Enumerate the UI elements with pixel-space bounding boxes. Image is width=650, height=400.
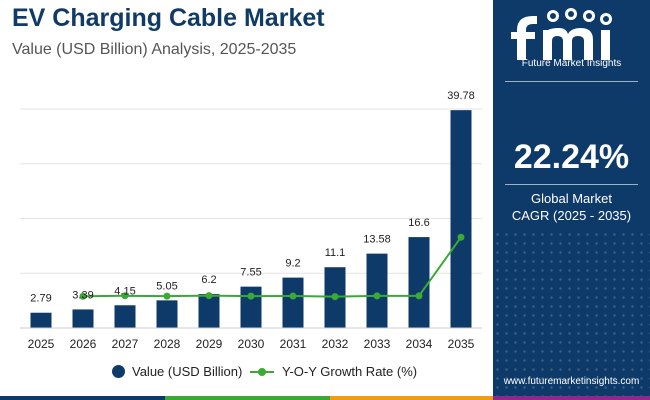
x-tick-label: 2030 [238,337,265,351]
bar [408,237,430,328]
bar-value-label: 4.15 [114,285,135,297]
growth-point [415,292,423,300]
panel-divider-top [505,81,638,82]
x-tick-label: 2029 [196,337,223,351]
growth-point [205,292,213,300]
bar-value-label: 9.2 [285,258,300,270]
x-tick-label: 2027 [112,337,139,351]
x-tick-label: 2028 [154,337,181,351]
bar-value-label: 13.58 [363,234,391,246]
bar [450,110,472,329]
bar-value-label: 7.55 [240,267,261,279]
panel-texture [493,230,650,400]
x-tick-label: 2034 [406,337,433,351]
growth-line [82,236,462,298]
cagr-label: Global Market CAGR (2025 - 2035) [493,190,650,224]
fmi-logo [511,8,612,60]
legend-growth-swatch [250,367,274,376]
bar [156,300,178,328]
bottom-bar-segment [330,396,493,400]
bottom-color-bar [0,396,650,400]
cagr-value: 22.24% [513,138,630,176]
chart: 2.79 3.39 4.15 5.05 6.2 7.55 9.2 11.1 13.58 16.6 3… [20,90,482,351]
bar-value-label: 39.78 [447,90,475,102]
bar [72,309,94,328]
cagr-label-line1: Global Market [531,191,612,206]
bar [366,253,388,328]
x-tick-label: 2025 [28,337,55,351]
bar [114,305,136,328]
logo-subtext: Future Market Insights [521,58,622,69]
growth-point [79,292,87,300]
growth-point [289,292,297,300]
bar-value-label: 6.2 [201,274,216,286]
chart-title: EV Charging Cable Market [12,4,325,32]
bar [282,277,304,328]
x-tick-label: 2035 [448,337,475,351]
bar [30,312,52,328]
bottom-bar-segment [0,396,165,400]
growth-point [331,293,339,301]
growth-point [247,292,255,300]
sidebar-panel: Future Market Insights 22.24% Global Mar… [493,0,650,400]
x-tick-label: 2031 [280,337,307,351]
bar-value-label: 16.6 [408,217,429,229]
legend-value: Value (USD Billion) [112,364,242,379]
bottom-bar-segment [493,396,650,400]
growth-point [121,292,129,300]
bar-value-label: 11.1 [325,247,346,259]
bar-value-label: 2.79 [30,293,51,305]
growth-point [163,292,171,300]
bar-value-label: 5.05 [156,280,177,292]
panel-divider-mid [505,184,638,185]
chart-subtitle: Value (USD Billion) Analysis, 2025-2035 [12,41,297,58]
growth-point [457,233,465,241]
website-url[interactable]: www.futuremarketinsights.com [503,376,640,387]
legend-value-swatch [112,365,125,378]
cagr-label-line2: CAGR (2025 - 2035) [511,208,632,223]
bar-value-label: 3.39 [72,289,93,301]
x-tick-label: 2032 [322,337,349,351]
legend-growth-label: Y-O-Y Growth Rate (%) [282,364,418,379]
legend-growth: Y-O-Y Growth Rate (%) [250,364,417,379]
bottom-bar-segment [165,396,330,400]
x-tick-label: 2026 [70,337,97,351]
x-tick-label: 2033 [364,337,391,351]
legend-value-label: Value (USD Billion) [132,364,243,379]
growth-point [373,292,381,300]
bar [198,294,220,328]
